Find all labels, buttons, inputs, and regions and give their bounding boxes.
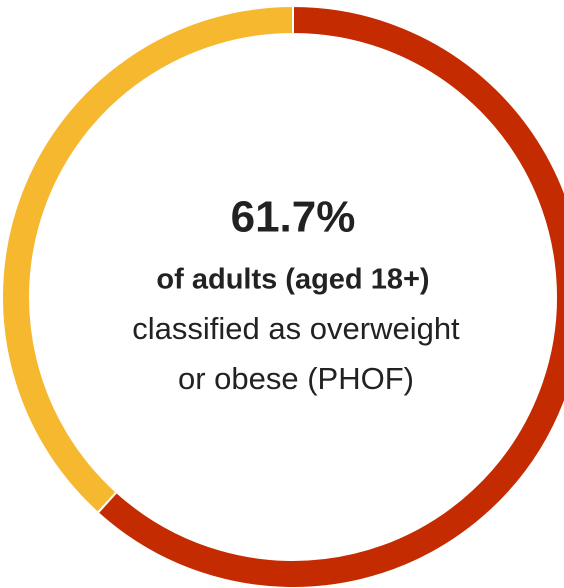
donut-segment [96,4,564,588]
donut-segment [1,4,294,515]
center-caption: classified as overweight [132,311,460,346]
center-caption: or obese (PHOF) [178,361,414,396]
center-value: 61.7% [231,193,356,242]
center-caption: of adults (aged 18+) [156,264,429,296]
